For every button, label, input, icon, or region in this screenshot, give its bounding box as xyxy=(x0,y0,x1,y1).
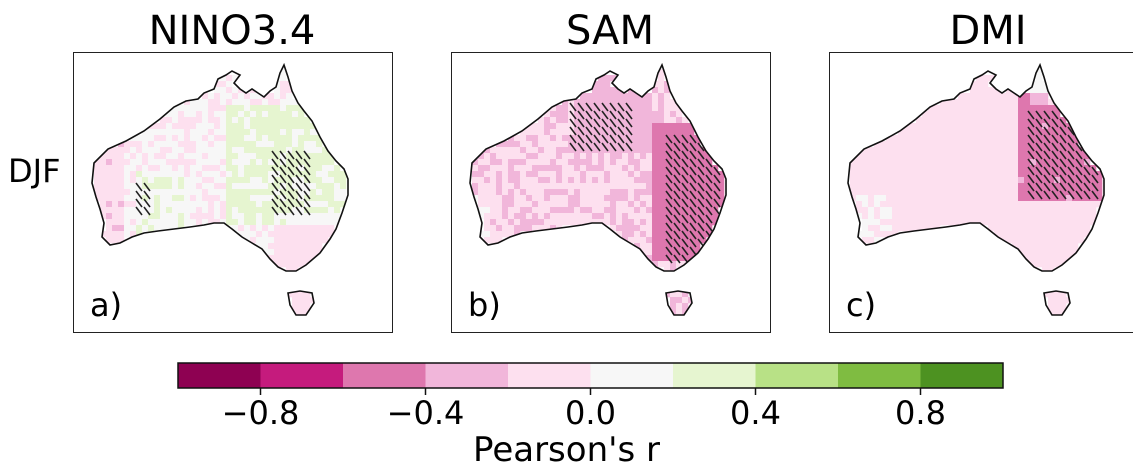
colorbar-segment xyxy=(508,363,591,388)
map-b-svg xyxy=(469,62,727,316)
colorbar-tick-label: −0.8 xyxy=(221,394,300,432)
row-label: DJF xyxy=(8,152,61,190)
colorbar-label: Pearson's r xyxy=(473,430,660,470)
map-panel-b: b) xyxy=(451,52,771,333)
colorbar-tick-label: 0.0 xyxy=(565,394,616,432)
colorbar-tick-label: −0.4 xyxy=(386,394,465,432)
panel-label-a: a) xyxy=(90,286,123,324)
colorbar-segment xyxy=(260,363,344,388)
map-a-svg xyxy=(91,62,349,316)
panel-label-c: c) xyxy=(846,286,877,324)
map-panel-c: c) xyxy=(829,52,1133,333)
correlation-field xyxy=(94,69,347,315)
australia-coastline xyxy=(469,62,727,272)
colorbar-segment xyxy=(425,363,509,388)
panel-title-b: SAM xyxy=(565,8,654,54)
panel-title-a: NINO3.4 xyxy=(148,8,316,54)
significance-hatching xyxy=(1027,110,1099,200)
colorbar-segment xyxy=(755,363,839,388)
colorbar-segment xyxy=(343,363,426,388)
correlation-field xyxy=(850,69,1103,315)
significance-hatching xyxy=(135,150,311,216)
colorbar-segment xyxy=(673,363,756,388)
colorbar xyxy=(177,362,1004,395)
colorbar-segment xyxy=(590,363,674,388)
tasmania-coastline xyxy=(1043,290,1071,316)
map-c-svg xyxy=(847,62,1105,316)
colorbar-segment xyxy=(920,363,1004,388)
australia-coastline xyxy=(91,62,349,272)
panel-label-b: b) xyxy=(468,286,501,324)
colorbar-tick-label: 0.8 xyxy=(895,394,946,432)
tasmania-coastline xyxy=(287,290,315,316)
colorbar-tick-label: 0.4 xyxy=(730,394,781,432)
colorbar-segment xyxy=(838,363,921,388)
tasmania-coastline xyxy=(665,290,693,316)
australia-coastline xyxy=(847,62,1105,272)
map-panel-a: a) xyxy=(73,52,393,333)
panel-title-c: DMI xyxy=(949,8,1027,54)
significance-hatching xyxy=(569,102,721,264)
colorbar-segment xyxy=(178,363,261,388)
